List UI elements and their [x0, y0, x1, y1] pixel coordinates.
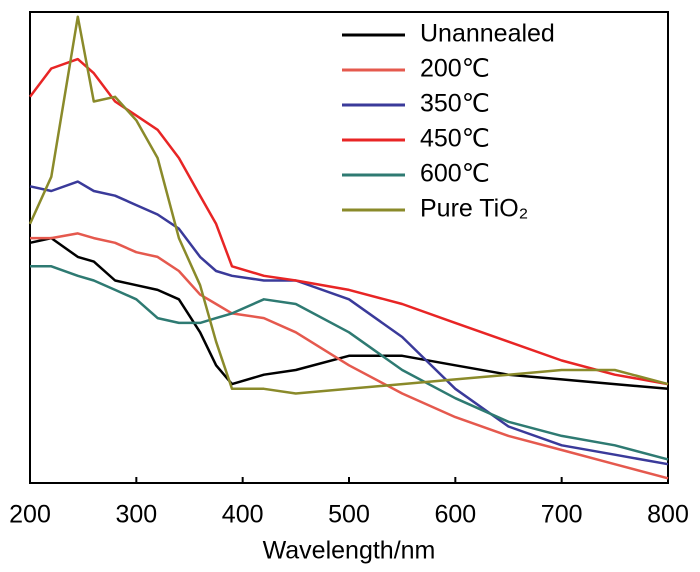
x-tick-label: 400	[222, 501, 264, 529]
legend-label: 200℃	[420, 55, 490, 83]
legend-label: 350℃	[420, 90, 490, 118]
legend-label: Pure TiO₂	[420, 195, 528, 223]
series-line	[28, 15, 669, 395]
x-tick-label: 500	[328, 501, 370, 529]
x-tick-label: 300	[115, 501, 157, 529]
series-line	[29, 236, 669, 391]
series-line	[29, 180, 669, 466]
x-tick-label: 200	[9, 501, 51, 529]
series-line	[30, 265, 669, 461]
legend-label: Unannealed	[420, 20, 555, 48]
legend-label: 450℃	[420, 125, 490, 153]
series-line	[29, 57, 669, 386]
series-line	[30, 232, 669, 480]
x-tick-label: 700	[541, 501, 583, 529]
x-tick-label: 800	[647, 501, 689, 529]
x-axis-label: Wavelength/nm	[263, 537, 436, 565]
x-tick-label: 600	[434, 501, 476, 529]
legend-label: 600℃	[420, 160, 490, 188]
